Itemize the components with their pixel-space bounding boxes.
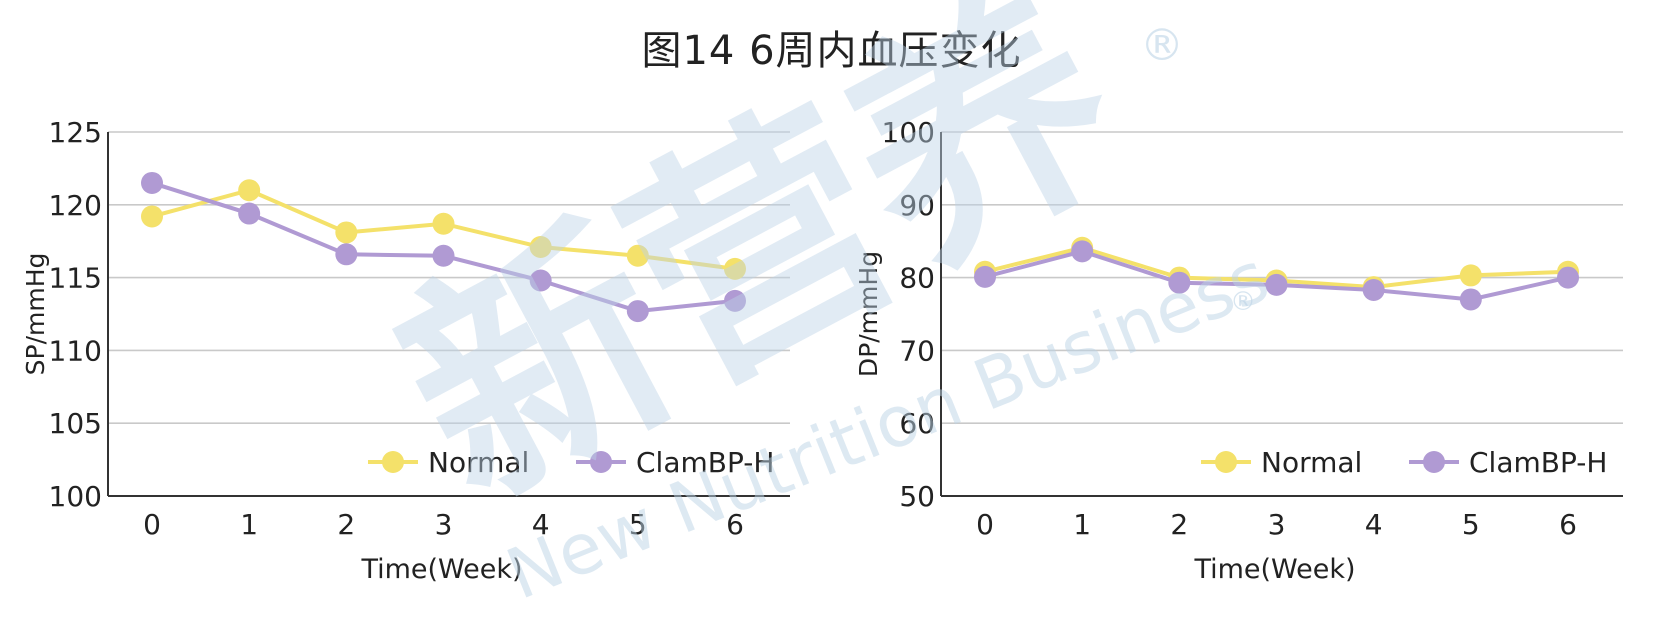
sp-legend-normal-label: Normal — [428, 446, 529, 479]
dp-y-tick-label-4: 90 — [899, 189, 935, 222]
sp-series-clambp-h-point-0 — [141, 171, 163, 194]
dp-legend-clambp-h-label: ClamBP-H — [1469, 446, 1607, 479]
sp-series-normal-point-5 — [626, 244, 649, 267]
sp-x-tick-label-1: 1 — [240, 508, 258, 541]
dp-y-tick-label-5: 100 — [882, 116, 935, 149]
sp-x-tick-label-2: 2 — [337, 508, 355, 541]
sp-x-tick-label-0: 0 — [143, 508, 161, 541]
dp-y-tick-label-2: 70 — [899, 334, 935, 367]
sp-x-tick-label-3: 3 — [435, 508, 453, 541]
sp-series-clambp-h-point-2 — [335, 243, 358, 266]
sp-series-clambp-h-point-6 — [724, 289, 746, 312]
dp-legend-normal-marker — [1215, 451, 1237, 473]
dp-series-clambp-h-point-0 — [974, 265, 996, 288]
dp-x-tick-label-6: 6 — [1559, 508, 1577, 541]
sp-series-normal-point-1 — [238, 179, 261, 202]
sp-x-tick-label-5: 5 — [629, 508, 647, 541]
dp-x-tick-label-3: 3 — [1268, 508, 1286, 541]
dp-x-tick-label-4: 4 — [1365, 508, 1383, 541]
dp-y-tick-label-3: 80 — [899, 262, 935, 295]
sp-y-axis-title: SP/mmHg — [21, 253, 50, 376]
sp-x-axis-title: Time(Week) — [360, 554, 522, 585]
watermark-registered-mark: ® — [1140, 20, 1184, 71]
dp-x-tick-label-2: 2 — [1170, 508, 1188, 541]
page-title: 图14 6周内血压变化 — [641, 28, 1022, 74]
sp-y-tick-label-4: 120 — [49, 189, 102, 222]
dp-x-tick-label-0: 0 — [976, 508, 994, 541]
watermark-registered-mark-small: ® — [1230, 287, 1256, 317]
dp-series-clambp-h-point-4 — [1362, 278, 1385, 301]
sp-series-clambp-h-point-1 — [238, 202, 261, 225]
sp-series-normal-point-4 — [529, 236, 552, 259]
dp-legend-clambp-h-marker — [1423, 451, 1445, 473]
sp-y-tick-label-5: 125 — [49, 116, 102, 149]
sp-y-tick-label-2: 110 — [49, 334, 102, 367]
dp-series-clambp-h-point-2 — [1168, 271, 1191, 294]
dp-series-clambp-h-point-1 — [1071, 240, 1094, 263]
dp-series-clambp-h-point-5 — [1459, 288, 1482, 311]
dp-x-tick-label-5: 5 — [1462, 508, 1480, 541]
dp-series-clambp-h-point-6 — [1557, 266, 1579, 289]
sp-x-tick-label-4: 4 — [532, 508, 550, 541]
sp-series-normal-point-2 — [335, 221, 358, 244]
sp-series-normal-point-6 — [724, 257, 746, 280]
dp-series-clambp-h-point-3 — [1265, 273, 1288, 296]
sp-legend-clambp-h-marker — [590, 451, 612, 473]
sp-series-clambp-h-point-4 — [529, 269, 552, 292]
dp-y-tick-label-0: 50 — [899, 480, 935, 513]
dp-legend-normal-label: Normal — [1261, 446, 1362, 479]
sp-series-clambp-h-point-5 — [626, 300, 649, 323]
dp-x-axis-title: Time(Week) — [1193, 554, 1355, 585]
dp-chart: 50 60 70 80 90 100 0 1 2 3 4 5 6 Time(Week) DP/mmHg Nor… — [854, 116, 1623, 585]
sp-legend-normal-marker — [382, 451, 404, 473]
dp-y-tick-label-1: 60 — [899, 407, 935, 440]
dp-y-axis-title: DP/mmHg — [854, 251, 883, 377]
sp-chart: 100 105 110 115 120 125 0 1 2 3 4 5 6 Time(Week) SP/mm… — [21, 116, 790, 585]
sp-y-tick-label-0: 100 — [49, 480, 102, 513]
dp-series-normal-point-5 — [1459, 264, 1482, 287]
sp-y-tick-label-3: 115 — [49, 262, 102, 295]
sp-legend-clambp-h-label: ClamBP-H — [636, 446, 774, 479]
sp-y-tick-label-1: 105 — [49, 407, 102, 440]
sp-series-normal-point-0 — [141, 205, 163, 228]
sp-x-tick-label-6: 6 — [726, 508, 744, 541]
sp-series-normal-point-3 — [432, 212, 455, 235]
dp-x-tick-label-1: 1 — [1073, 508, 1091, 541]
sp-series-clambp-h-point-3 — [432, 244, 455, 267]
